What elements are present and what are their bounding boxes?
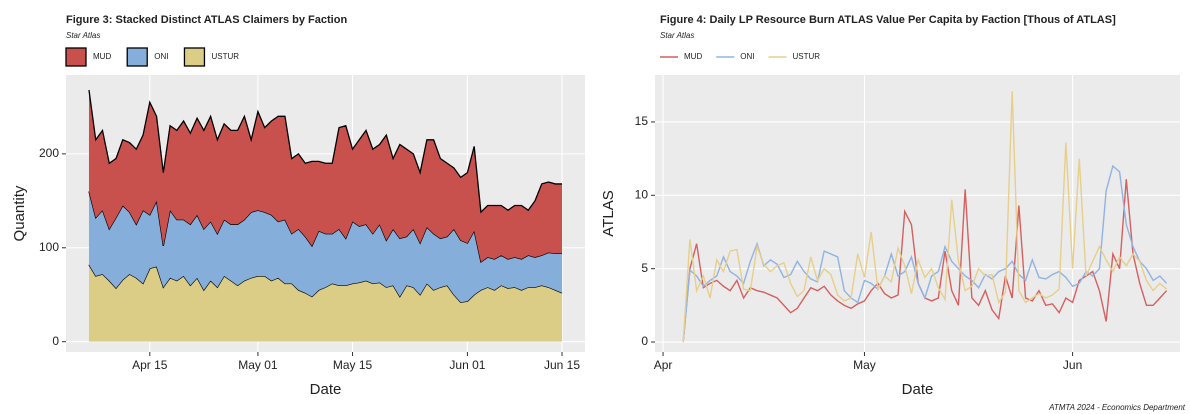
area [88,191,563,303]
x-tick-label: Apr 15 [132,358,168,372]
area-outline [88,89,563,214]
legend-key [65,47,87,67]
y-tick-label: 15 [635,114,649,128]
x-axis-label: Date [310,381,342,398]
y-tick-label: 0 [52,334,59,348]
y-tick-label: 200 [39,146,59,160]
line [682,91,1168,343]
legend-key [126,47,148,67]
y-tick-label: 100 [39,240,59,254]
legend-label: ONI [740,52,754,61]
y-axis-label: ATLAS [600,190,617,236]
y-tick-label: 10 [635,187,649,201]
x-tick-label: Jun [1063,358,1082,372]
chart-title: Figure 4: Daily LP Resource Burn ATLAS V… [660,14,1116,26]
x-tick-label: Apr [654,358,673,372]
legend-label: MUD [93,52,111,61]
plot-background [655,75,1180,352]
legend-key [183,47,206,67]
caption: ATMTA 2024 - Economics Department [1048,403,1186,412]
y-tick-label: 0 [641,334,648,348]
legend-label: USTUR [211,52,239,61]
x-tick-label: Jun 15 [544,358,580,372]
x-tick-label: Jun 01 [449,358,485,372]
x-tick-label: May 15 [333,358,373,372]
chart-subtitle: Star Atlas [660,31,694,40]
chart-title: Figure 3: Stacked Distinct ATLAS Claimer… [66,14,347,26]
chart-subtitle: Star Atlas [66,31,100,40]
legend-label: MUD [684,52,702,61]
x-axis-label: Date [902,381,934,398]
x-tick-label: May [853,358,876,372]
y-tick-label: 5 [641,261,648,275]
y-axis-label: Quantity [11,185,28,241]
area [88,264,563,342]
area [88,90,563,262]
x-tick-label: May 01 [238,358,278,372]
legend-label: USTUR [792,52,820,61]
legend-label: ONI [154,52,168,61]
